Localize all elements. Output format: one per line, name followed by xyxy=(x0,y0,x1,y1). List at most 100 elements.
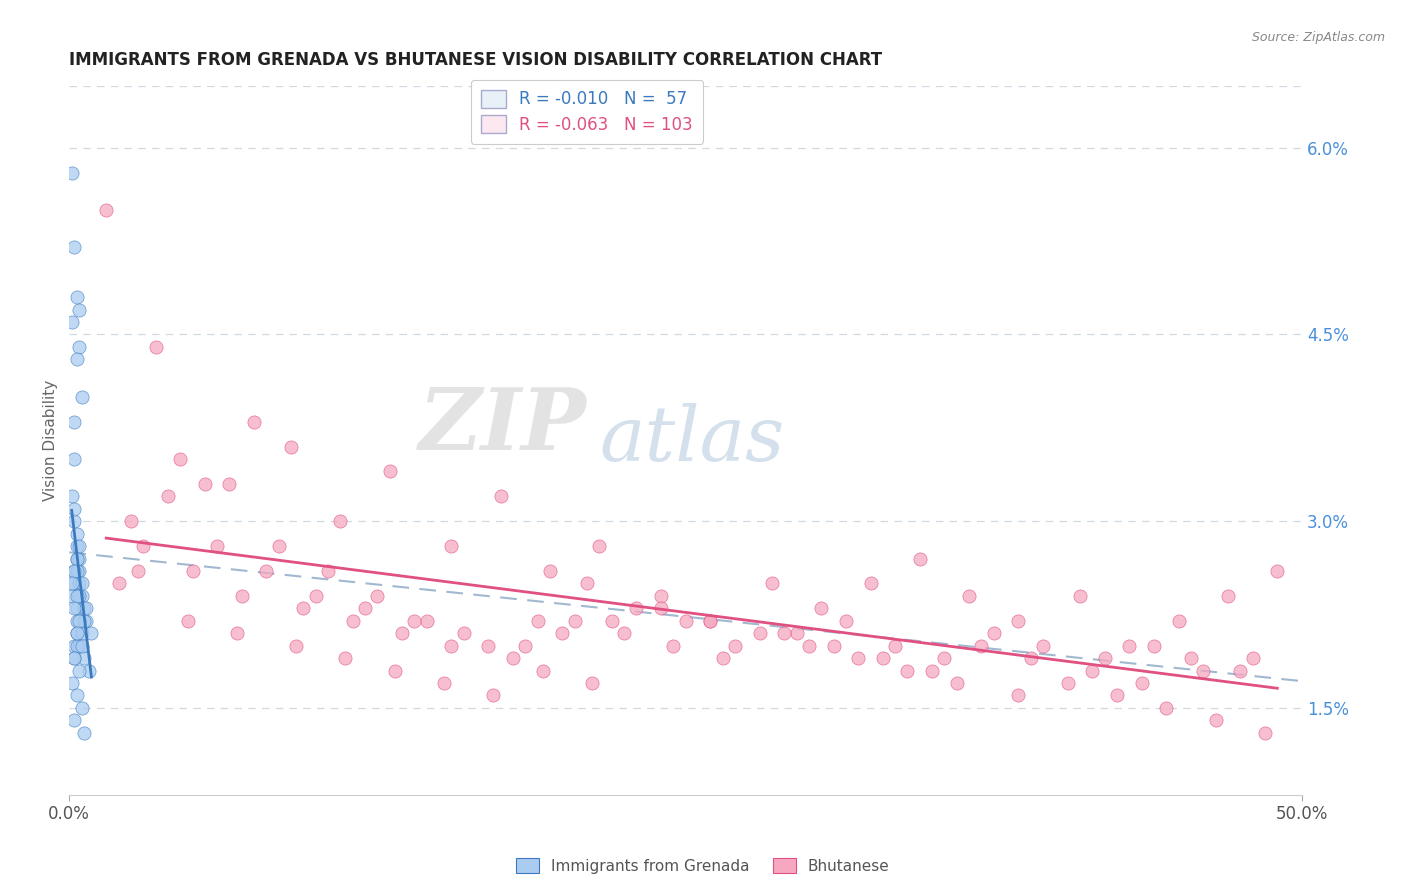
Point xyxy=(650,589,672,603)
Point xyxy=(354,601,377,615)
Point xyxy=(1081,664,1104,678)
Point xyxy=(66,614,89,628)
Point xyxy=(70,390,93,404)
Point xyxy=(256,564,278,578)
Point xyxy=(416,614,439,628)
Point xyxy=(502,651,524,665)
Point xyxy=(489,489,512,503)
Point xyxy=(63,576,86,591)
Point xyxy=(366,589,388,603)
Point xyxy=(285,639,308,653)
Point xyxy=(1094,651,1116,665)
Text: IMMIGRANTS FROM GRENADA VS BHUTANESE VISION DISABILITY CORRELATION CHART: IMMIGRANTS FROM GRENADA VS BHUTANESE VIS… xyxy=(69,51,883,69)
Point xyxy=(60,589,83,603)
Point xyxy=(67,302,90,317)
Point xyxy=(169,452,191,467)
Point xyxy=(896,664,918,678)
Point xyxy=(156,489,179,503)
Point xyxy=(1241,651,1264,665)
Point xyxy=(1007,614,1029,628)
Point xyxy=(588,539,610,553)
Text: Source: ZipAtlas.com: Source: ZipAtlas.com xyxy=(1251,31,1385,45)
Point xyxy=(1143,639,1166,653)
Point xyxy=(67,551,90,566)
Point xyxy=(67,539,90,553)
Point xyxy=(73,614,96,628)
Point xyxy=(564,614,586,628)
Point xyxy=(70,626,93,640)
Point xyxy=(538,564,561,578)
Legend: Immigrants from Grenada, Bhutanese: Immigrants from Grenada, Bhutanese xyxy=(510,852,896,880)
Point xyxy=(440,639,463,653)
Point xyxy=(404,614,426,628)
Point xyxy=(613,626,636,640)
Point xyxy=(1118,639,1140,653)
Point xyxy=(970,639,993,653)
Point xyxy=(96,202,118,217)
Point xyxy=(63,240,86,254)
Point xyxy=(63,639,86,653)
Point xyxy=(581,676,603,690)
Legend: R = -0.010   N =  57, R = -0.063   N = 103: R = -0.010 N = 57, R = -0.063 N = 103 xyxy=(471,79,703,144)
Point xyxy=(797,639,820,653)
Point xyxy=(194,476,217,491)
Point xyxy=(70,576,93,591)
Point xyxy=(63,452,86,467)
Point xyxy=(80,626,103,640)
Point xyxy=(786,626,808,640)
Point xyxy=(66,564,89,578)
Point xyxy=(305,589,328,603)
Point xyxy=(872,651,894,665)
Point xyxy=(63,564,86,578)
Point xyxy=(60,676,83,690)
Point xyxy=(66,626,89,640)
Point xyxy=(1069,589,1091,603)
Point xyxy=(73,651,96,665)
Point xyxy=(1007,689,1029,703)
Point xyxy=(73,601,96,615)
Point xyxy=(823,639,845,653)
Point xyxy=(600,614,623,628)
Point xyxy=(60,166,83,180)
Point xyxy=(1180,651,1202,665)
Point xyxy=(908,551,931,566)
Point xyxy=(73,726,96,740)
Point xyxy=(70,639,93,653)
Point xyxy=(835,614,858,628)
Point xyxy=(66,539,89,553)
Point xyxy=(225,626,247,640)
Point xyxy=(1167,614,1189,628)
Point xyxy=(67,664,90,678)
Point xyxy=(66,601,89,615)
Point xyxy=(983,626,1005,640)
Point xyxy=(921,664,943,678)
Point xyxy=(66,290,89,304)
Point xyxy=(60,576,83,591)
Point xyxy=(650,601,672,615)
Point xyxy=(934,651,956,665)
Point xyxy=(1105,689,1128,703)
Point xyxy=(1019,651,1042,665)
Point xyxy=(70,589,93,603)
Point xyxy=(440,539,463,553)
Point xyxy=(63,501,86,516)
Point xyxy=(1216,589,1239,603)
Point xyxy=(205,539,228,553)
Point xyxy=(748,626,770,640)
Y-axis label: Vision Disability: Vision Disability xyxy=(44,380,58,501)
Point xyxy=(243,415,266,429)
Point xyxy=(267,539,290,553)
Point xyxy=(957,589,980,603)
Point xyxy=(107,576,129,591)
Point xyxy=(66,551,89,566)
Point xyxy=(231,589,253,603)
Point xyxy=(280,440,302,454)
Point xyxy=(292,601,315,615)
Point xyxy=(1229,664,1251,678)
Point xyxy=(66,626,89,640)
Point xyxy=(526,614,548,628)
Point xyxy=(63,601,86,615)
Point xyxy=(63,514,86,528)
Point xyxy=(67,576,90,591)
Point xyxy=(575,576,598,591)
